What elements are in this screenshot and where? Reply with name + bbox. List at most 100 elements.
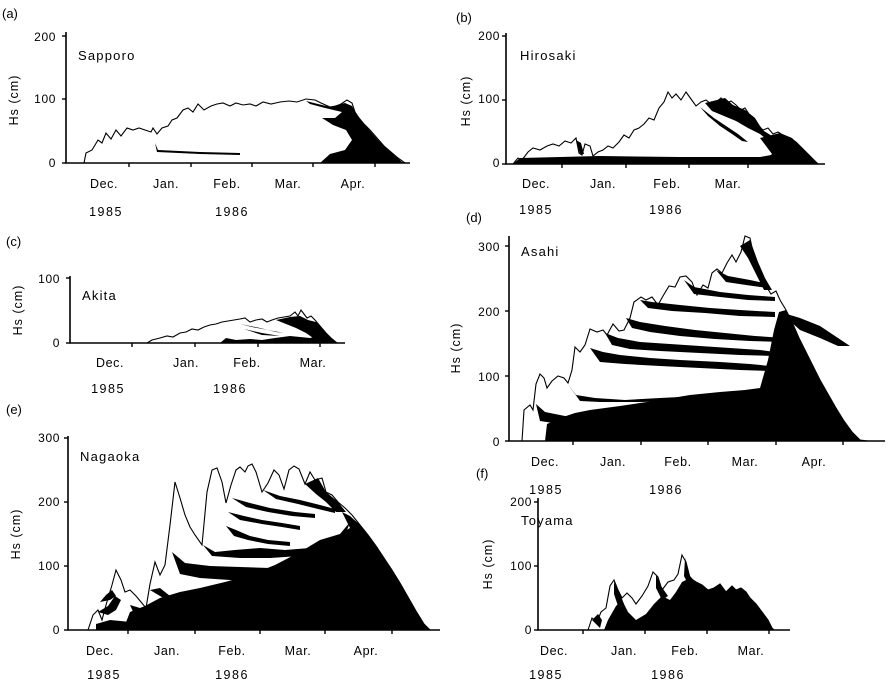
y-axis-label: Hs (cm): [459, 76, 473, 127]
y-tick-label: 100: [38, 559, 60, 573]
x-tick-label: Jan.: [611, 644, 637, 658]
ice-layer: [684, 558, 697, 588]
year-label: 1985: [91, 382, 125, 396]
ice-layer: [567, 383, 760, 402]
y-ticks: [502, 35, 749, 168]
y-tick-label: 200: [34, 30, 56, 44]
y-tick-label: 100: [34, 92, 56, 106]
ice-layer: [626, 318, 785, 342]
ice-layer: [640, 300, 775, 317]
ice-layer: [555, 423, 765, 437]
y-tick-label: 200: [38, 495, 60, 509]
year-label: 1986: [215, 205, 249, 219]
ice-layer: [150, 580, 352, 606]
x-tick-label: Feb.: [664, 455, 691, 469]
snow-layers: [545, 310, 868, 441]
station-name: Akita: [82, 288, 117, 303]
ice-layer: [684, 280, 775, 301]
ice-layer: [155, 143, 240, 155]
panel-label: (e): [6, 402, 22, 417]
x-tick-label: Mar.: [715, 177, 742, 191]
ice-layer: [705, 98, 772, 142]
y-tick-label: 200: [478, 305, 500, 319]
y-tick-label: 0: [493, 435, 500, 449]
year-label: 1986: [649, 483, 683, 497]
y-ticks: [534, 501, 770, 634]
ice-layer: [232, 498, 315, 518]
x-tick-label: Dec.: [90, 177, 118, 191]
x-tick-label: Mar.: [285, 644, 312, 658]
snow-layers: [604, 578, 774, 630]
station-name: Toyama: [521, 513, 574, 528]
x-tick-label: Feb.: [233, 356, 260, 370]
chart-panel-toyama: (f) Toyama Hs (cm) 200 100 0 Dec. Jan. F…: [476, 466, 790, 682]
x-tick-label: Feb.: [653, 177, 680, 191]
y-tick-label: 100: [510, 559, 532, 573]
panel-label: (c): [6, 234, 21, 249]
ice-layer: [226, 526, 290, 546]
chart-panel-nagaoka: (e) Nagaoka Hs (cm) 300 200 100 0 Dec. J…: [6, 402, 440, 682]
panel-label: (d): [466, 210, 482, 225]
x-tick-label: Mar.: [300, 356, 327, 370]
x-tick-label: Feb.: [671, 644, 698, 658]
year-label: 1985: [87, 668, 121, 682]
x-tick-label: Mar.: [738, 644, 765, 658]
y-axis-label: Hs (cm): [449, 323, 463, 374]
x-tick-label: Dec.: [86, 644, 114, 658]
chart-panel-akita: (c) Akita Hs (cm) 100 0 Dec. Jan. Feb. M…: [6, 234, 345, 396]
ice-layer: [172, 552, 348, 580]
y-ticks: [66, 277, 321, 347]
x-tick-label: Dec.: [522, 177, 550, 191]
x-tick-label: Dec.: [96, 356, 124, 370]
ice-layer: [716, 270, 768, 288]
y-tick-label: 100: [38, 272, 60, 286]
y-ticks: [64, 437, 393, 634]
y-tick-label: 200: [478, 29, 500, 43]
y-tick-label: 100: [478, 92, 500, 106]
ice-layer: [760, 133, 818, 164]
x-tick-label: Apr.: [802, 455, 827, 469]
ice-layer: [605, 333, 775, 356]
ice-layer: [228, 512, 300, 530]
x-tick-label: Jan.: [600, 455, 626, 469]
chart-panel-asahi: (d) Asahi Hs (cm) 300 200 100 0 Dec. Jan…: [449, 210, 885, 469]
year-label: 1985: [89, 205, 123, 219]
y-tick-label: 100: [478, 370, 500, 384]
ice-layer: [96, 620, 210, 630]
year-label: 1986: [213, 382, 247, 396]
y-tick-label: 0: [493, 156, 500, 170]
x-tick-label: Jan.: [153, 177, 179, 191]
ice-layer: [263, 490, 335, 513]
x-tick-label: Jan.: [173, 356, 199, 370]
ice-layer: [700, 107, 748, 142]
ice-layer: [98, 596, 121, 615]
ice-layer: [305, 478, 346, 512]
y-tick-label: 300: [38, 431, 60, 445]
y-axis-label: Hs (cm): [9, 509, 23, 560]
y-ticks: [505, 245, 844, 445]
base-layer: [513, 150, 818, 164]
station-name: Hirosaki: [520, 48, 577, 63]
ice-layer: [590, 348, 770, 371]
station-name: Asahi: [521, 244, 560, 259]
y-ticks: [62, 35, 376, 167]
year-label: 1985: [519, 203, 553, 217]
y-tick-label: 0: [53, 336, 60, 350]
ice-layer: [306, 101, 405, 163]
panel-label: (f): [476, 466, 488, 481]
y-tick-label: 0: [525, 623, 532, 637]
x-tick-label: Feb.: [218, 644, 245, 658]
base-layer: [220, 334, 337, 343]
ice-layer: [240, 324, 284, 333]
chart-panel-sapporo: (a) Sapporo Hs (cm) 200 100 0 Dec. Jan. …: [2, 6, 410, 219]
x-tick-label: Feb.: [213, 177, 240, 191]
ice-layer: [576, 140, 584, 154]
ice-layer: [592, 614, 602, 628]
panel-label: (a): [2, 6, 18, 21]
ice-layer: [656, 574, 668, 600]
ice-layer: [244, 329, 280, 336]
x-tick-label: Jan.: [154, 644, 180, 658]
ice-layer: [614, 582, 624, 606]
y-axis-label: Hs (cm): [481, 539, 495, 590]
year-label: 1986: [651, 668, 685, 682]
